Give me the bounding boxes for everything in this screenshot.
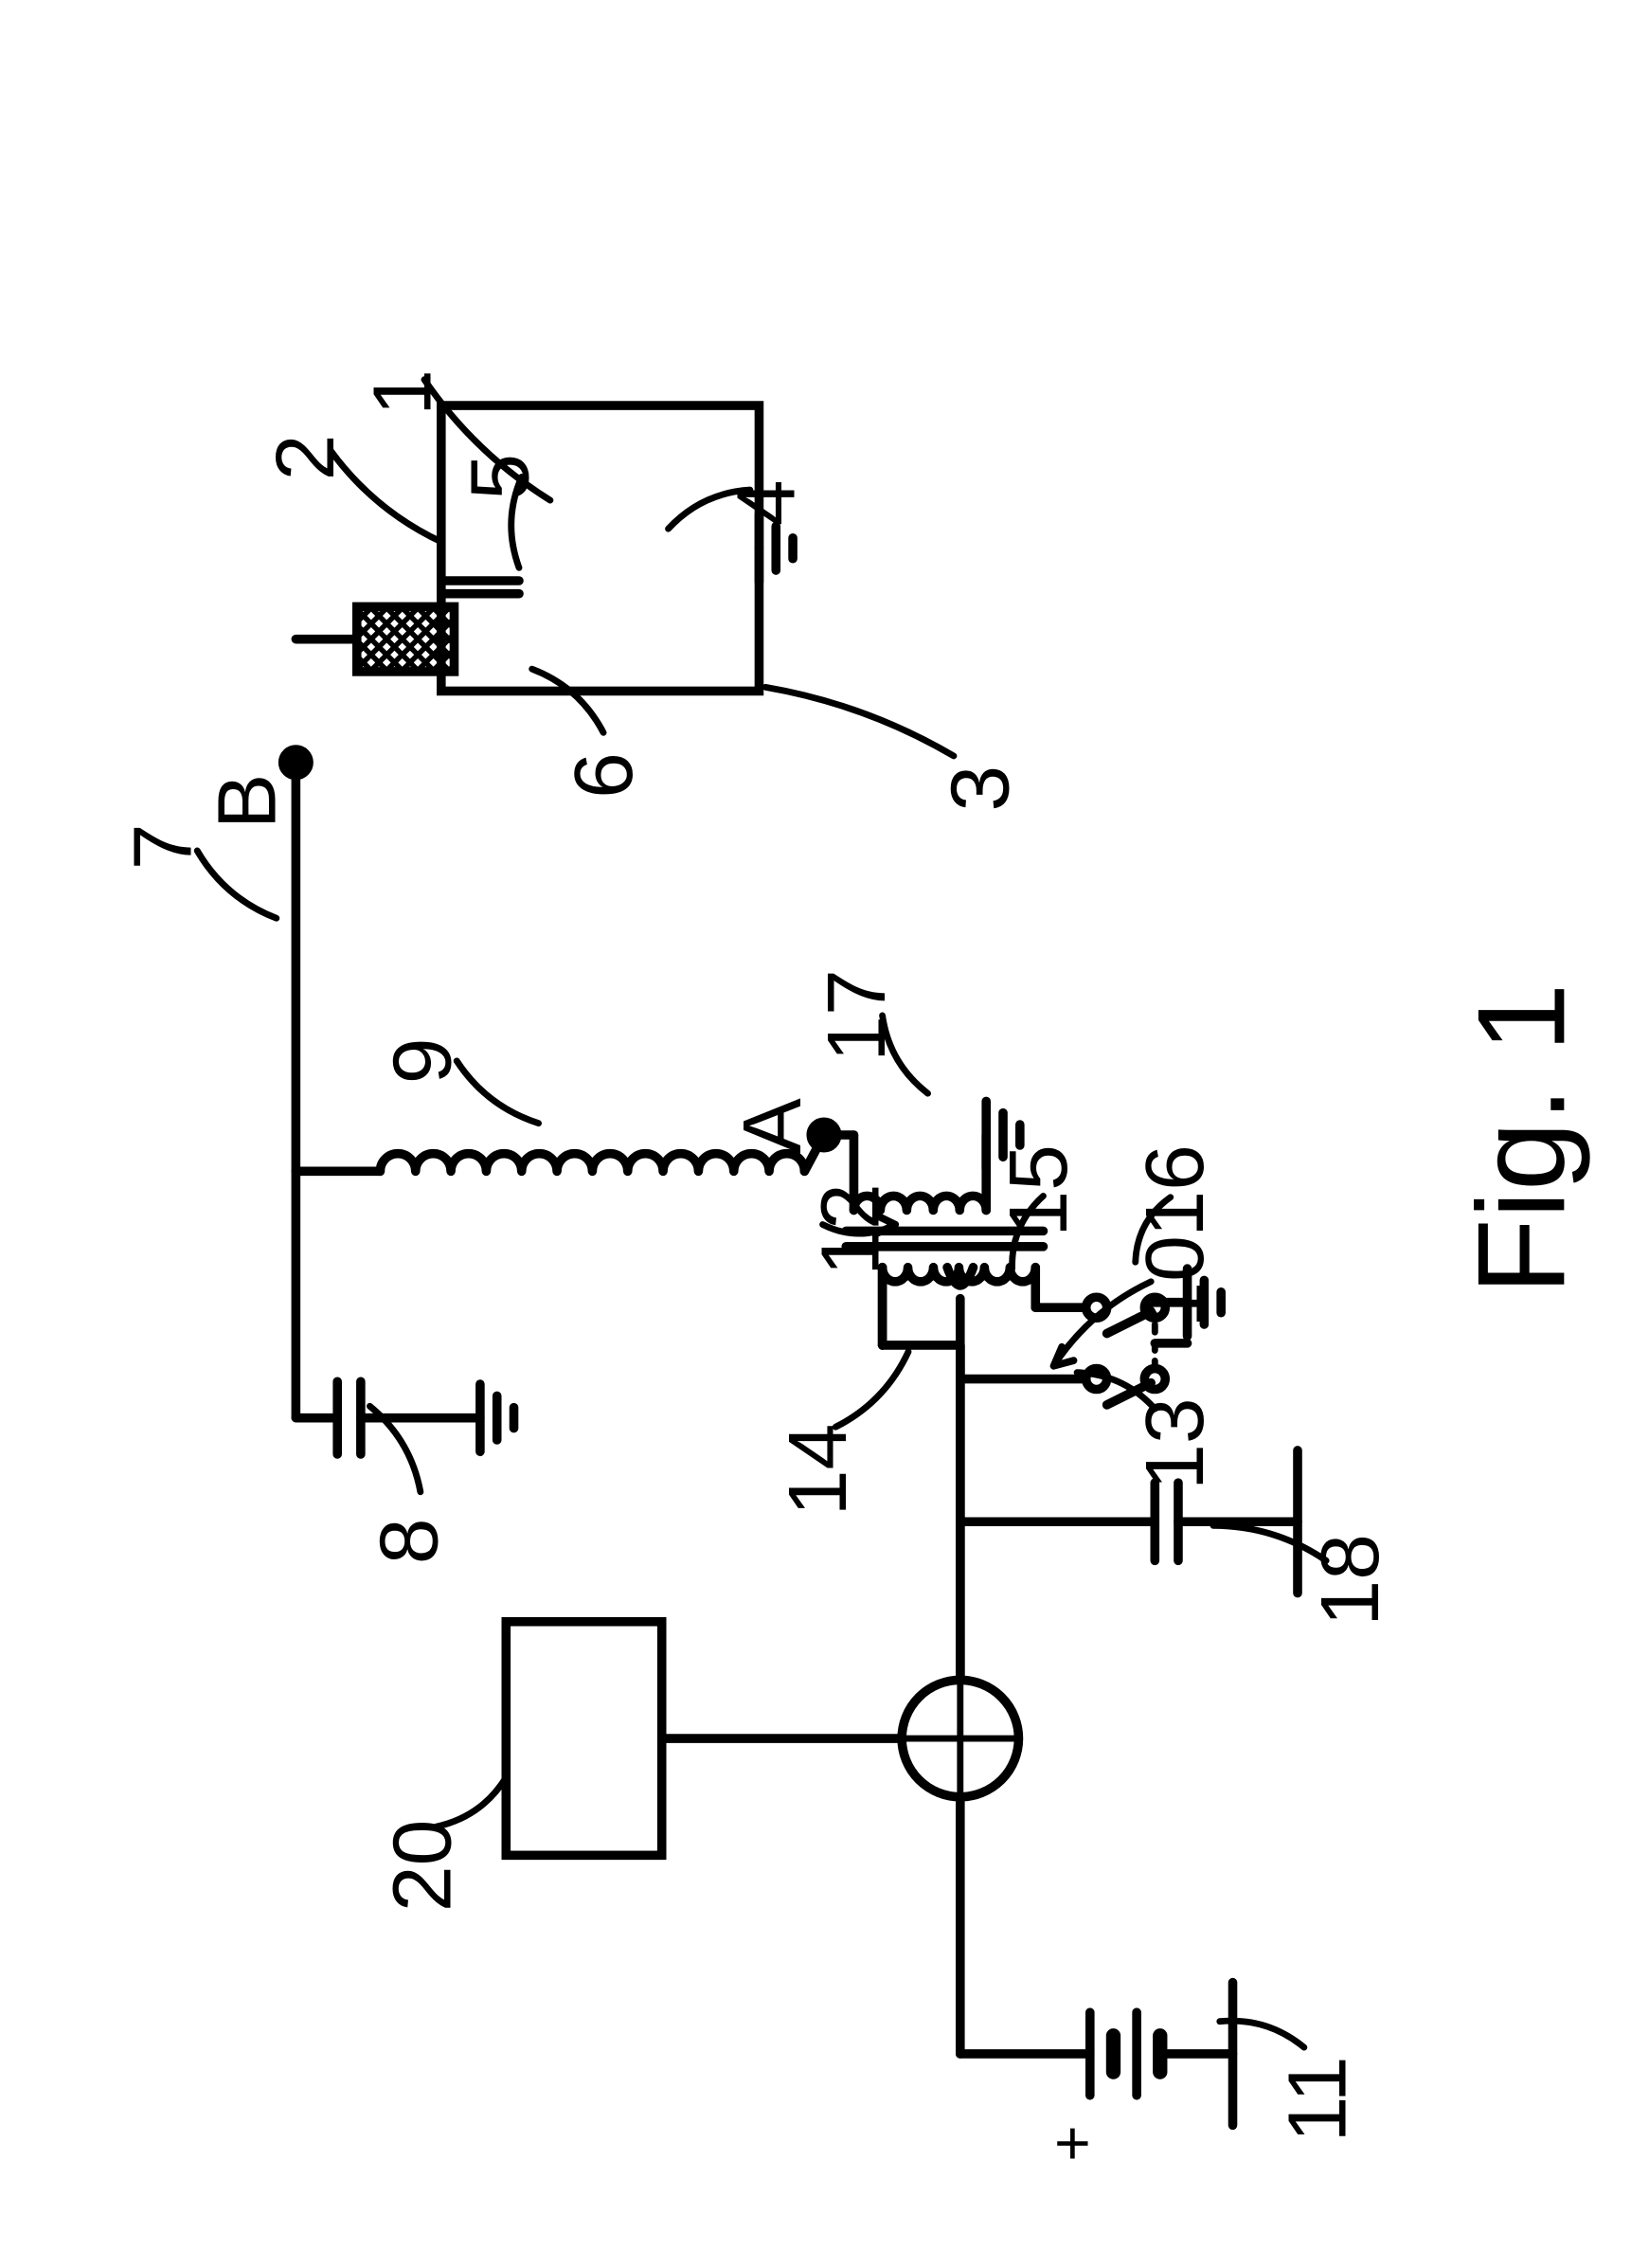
- node-label-a: A: [726, 1098, 818, 1154]
- ref-label-2: 2: [259, 434, 351, 480]
- ref-label-9: 9: [375, 1038, 468, 1085]
- figure-caption: Fig. 1: [1451, 983, 1590, 1295]
- ref-label-13: 13: [1128, 1397, 1221, 1490]
- ref-label-4: 4: [719, 479, 812, 526]
- ref-label-15: 15: [992, 1144, 1084, 1237]
- ref-label-8: 8: [363, 1518, 456, 1564]
- ref-label-10: 10: [1128, 1235, 1221, 1328]
- ref-label-16: 16: [1128, 1144, 1221, 1237]
- ref-label-17: 17: [810, 969, 903, 1062]
- ref-label-12: 12: [803, 1183, 896, 1276]
- ref-label-5: 5: [453, 454, 546, 500]
- ref-label-1: 1: [356, 369, 449, 416]
- ref-label-7: 7: [116, 823, 208, 870]
- node-label-b: B: [200, 774, 293, 829]
- svg-text:+: +: [1036, 2125, 1106, 2161]
- circuit-diagram: +12345678910111213141516171820ABFig. 1: [0, 0, 1649, 2268]
- ref-label-11: 11: [1271, 2056, 1364, 2142]
- ref-label-6: 6: [557, 752, 650, 799]
- ref-label-20: 20: [375, 1820, 468, 1913]
- ref-label-3: 3: [933, 765, 1026, 812]
- ref-label-14: 14: [771, 1424, 864, 1517]
- ref-label-18: 18: [1303, 1534, 1396, 1627]
